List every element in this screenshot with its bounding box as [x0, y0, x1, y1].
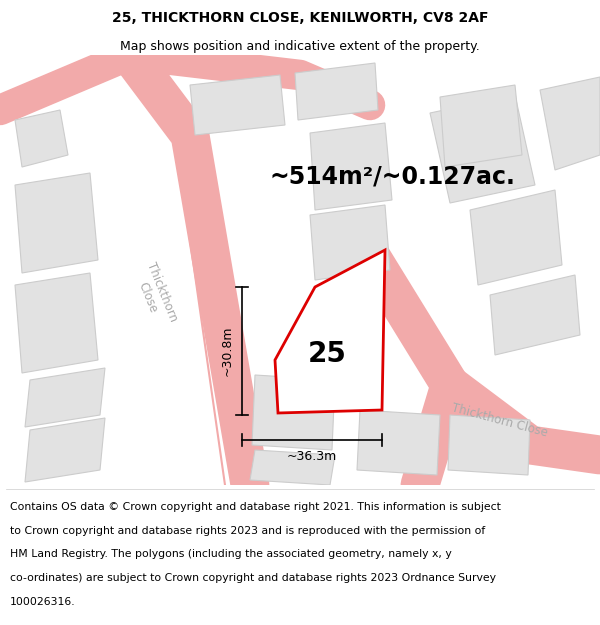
- Text: Map shows position and indicative extent of the property.: Map shows position and indicative extent…: [120, 39, 480, 52]
- Polygon shape: [190, 75, 285, 135]
- Polygon shape: [540, 77, 600, 170]
- Text: ~514m²/~0.127ac.: ~514m²/~0.127ac.: [270, 165, 516, 189]
- Polygon shape: [490, 275, 580, 355]
- Text: Thickthorn
Close: Thickthorn Close: [130, 261, 180, 329]
- Text: Contains OS data © Crown copyright and database right 2021. This information is : Contains OS data © Crown copyright and d…: [10, 502, 500, 512]
- Polygon shape: [448, 415, 530, 475]
- Polygon shape: [310, 205, 390, 280]
- Polygon shape: [440, 85, 522, 167]
- Polygon shape: [357, 410, 440, 475]
- Text: co-ordinates) are subject to Crown copyright and database rights 2023 Ordnance S: co-ordinates) are subject to Crown copyr…: [10, 573, 496, 583]
- Polygon shape: [15, 110, 68, 167]
- Text: HM Land Registry. The polygons (including the associated geometry, namely x, y: HM Land Registry. The polygons (includin…: [10, 549, 451, 559]
- Polygon shape: [295, 63, 378, 120]
- Polygon shape: [275, 250, 385, 413]
- Polygon shape: [15, 173, 98, 273]
- Text: to Crown copyright and database rights 2023 and is reproduced with the permissio: to Crown copyright and database rights 2…: [10, 526, 485, 536]
- Text: 25: 25: [308, 340, 346, 368]
- Polygon shape: [250, 450, 335, 485]
- Polygon shape: [470, 190, 562, 285]
- Polygon shape: [25, 368, 105, 427]
- Text: 25, THICKTHORN CLOSE, KENILWORTH, CV8 2AF: 25, THICKTHORN CLOSE, KENILWORTH, CV8 2A…: [112, 11, 488, 25]
- Text: ~30.8m: ~30.8m: [221, 326, 234, 376]
- Text: Thickthorn Close: Thickthorn Close: [451, 401, 550, 439]
- Polygon shape: [15, 273, 98, 373]
- Polygon shape: [25, 418, 105, 482]
- Text: ~36.3m: ~36.3m: [287, 450, 337, 463]
- Text: 100026316.: 100026316.: [10, 597, 75, 607]
- Polygon shape: [252, 375, 335, 450]
- Polygon shape: [310, 123, 392, 210]
- Polygon shape: [430, 95, 535, 203]
